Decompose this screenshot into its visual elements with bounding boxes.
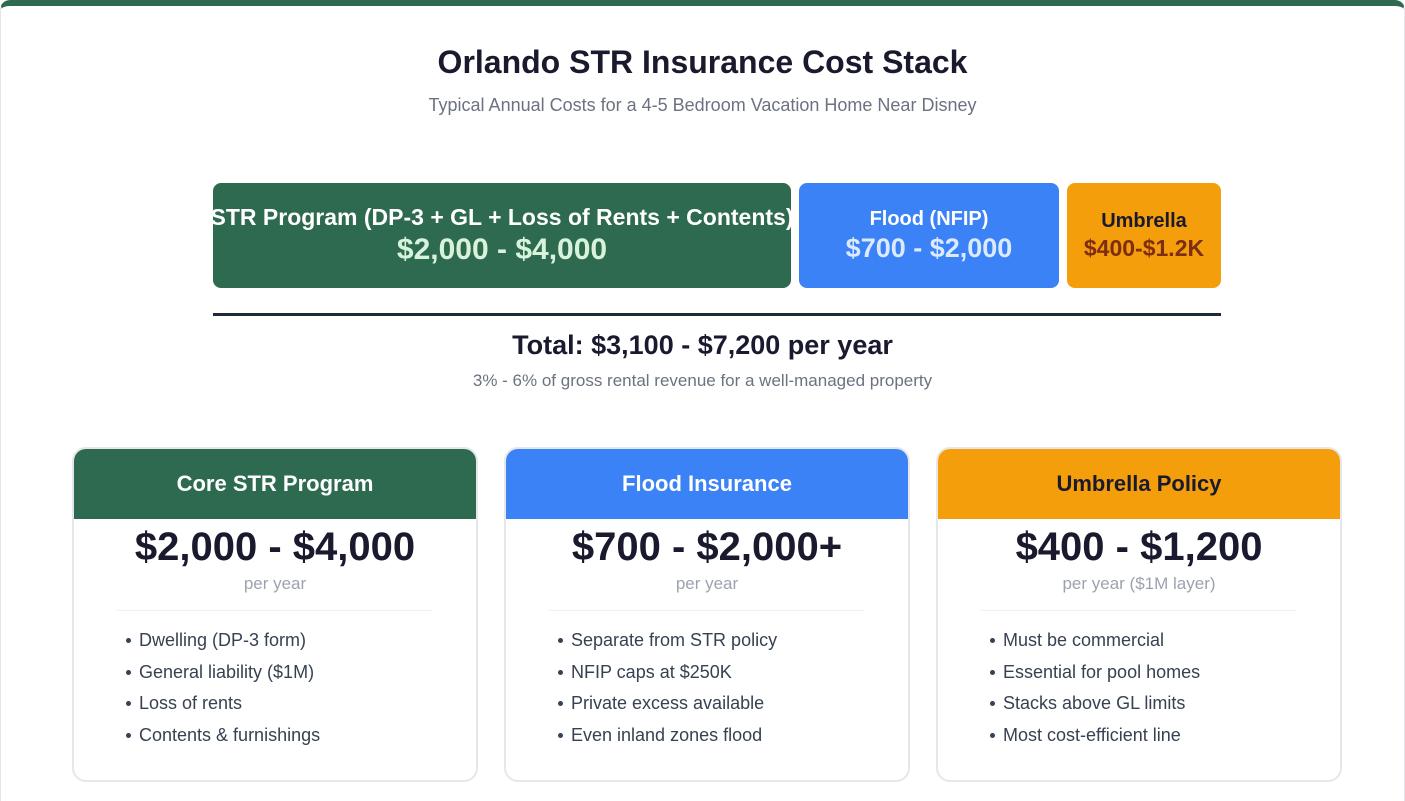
stack-segment: Flood (NFIP) $700 - $2,000 <box>799 183 1059 288</box>
card-title: Flood Insurance <box>506 449 908 519</box>
bullet-item: Most cost-efficient line <box>990 720 1340 752</box>
bullet-item: Stacks above GL limits <box>990 688 1340 720</box>
title: Orlando STR Insurance Cost Stack <box>437 44 968 80</box>
bullet-item: General liability ($1M) <box>126 657 476 689</box>
bullet-dot <box>990 732 995 738</box>
bullet-text: Stacks above GL limits <box>1003 693 1186 713</box>
bullet-dot <box>126 638 131 644</box>
bullet-dot <box>990 669 995 675</box>
subtitle: Typical Annual Costs for a 4-5 Bedroom V… <box>428 95 977 115</box>
bullet-item: NFIP caps at $250K <box>558 657 908 689</box>
card-period: per year <box>675 574 739 593</box>
bullet-text: Loss of rents <box>139 693 243 713</box>
card-title: Core STR Program <box>74 449 476 519</box>
card-divider <box>549 610 865 611</box>
segment-amount: $700 - $2,000 <box>845 232 1013 263</box>
segment-label: STR Program (DP-3 + GL + Loss of Rents +… <box>213 204 791 230</box>
cost-stack: STR Program (DP-3 + GL + Loss of Rents +… <box>213 183 1221 288</box>
card: Umbrella Policy $400 - $1,200 per year ($1… <box>936 447 1342 782</box>
bullet-text: Even inland zones flood <box>571 724 763 745</box>
bullet-text: NFIP caps at $250K <box>571 661 732 682</box>
bullet-text: Contents & furnishings <box>139 724 321 745</box>
total-note: 3% - 6% of gross rental revenue for a we… <box>472 371 933 390</box>
bullet-text: General liability ($1M) <box>139 661 315 682</box>
card-price: $2,000 - $4,000 <box>134 525 416 569</box>
segment-amount: $2,000 - $4,000 <box>396 233 608 266</box>
card-divider <box>981 610 1297 611</box>
card-price: $700 - $2,000+ <box>571 525 843 569</box>
segment-amount: $400-$1.2K <box>1083 234 1205 261</box>
bullet-dot <box>558 732 563 738</box>
sum-rule <box>213 313 1221 316</box>
bullet-text: Essential for pool homes <box>1003 661 1201 682</box>
bullet-text: Separate from STR policy <box>571 630 778 650</box>
bullet-item: Separate from STR policy <box>558 625 908 657</box>
card-period: per year <box>243 574 307 593</box>
total: Total: $3,100 - $7,200 per year <box>512 330 893 360</box>
bullet-text: Most cost-efficient line <box>1003 724 1181 745</box>
bullet-dot <box>990 701 995 707</box>
card: Core STR Program $2,000 - $4,000 per year D… <box>72 447 478 782</box>
segment-label: Flood (NFIP) <box>869 207 989 230</box>
bullet-text: Private excess available <box>571 693 765 713</box>
bullet-item: Contents & furnishings <box>126 720 476 752</box>
bullet-text: Must be commercial <box>1003 630 1165 650</box>
bullet-item: Dwelling (DP-3 form) <box>126 625 476 657</box>
card-price: $400 - $1,200 <box>1015 525 1263 569</box>
bullet-dot <box>126 701 131 707</box>
bullet-item: Private excess available <box>558 688 908 720</box>
stack-segment: Umbrella $400-$1.2K <box>1067 183 1221 288</box>
card-period: per year ($1M layer) <box>1062 574 1216 593</box>
bullet-dot <box>126 732 131 738</box>
bullet-dot <box>558 638 563 644</box>
bullet-text: Dwelling (DP-3 form) <box>139 630 307 650</box>
bullet-dot <box>990 638 995 644</box>
card-title: Umbrella Policy <box>938 449 1340 519</box>
segment-label: Umbrella <box>1101 209 1187 232</box>
bullet-item: Must be commercial <box>990 625 1340 657</box>
bullet-item: Loss of rents <box>126 688 476 720</box>
bullet-dot <box>126 669 131 675</box>
bullet-item: Essential for pool homes <box>990 657 1340 689</box>
card: Flood Insurance $700 - $2,000+ per year Sep… <box>504 447 910 782</box>
bullet-list: Dwelling (DP-3 form) General liability ($… <box>126 625 476 751</box>
card-divider <box>117 610 433 611</box>
bullet-list: Must be commercial Essential for pool hom… <box>990 625 1340 751</box>
bullet-list: Separate from STR policy NFIP caps at $25… <box>558 625 908 751</box>
bullet-dot <box>558 669 563 675</box>
bullet-item: Even inland zones flood <box>558 720 908 752</box>
stack-segment: STR Program (DP-3 + GL + Loss of Rents +… <box>213 183 791 288</box>
bullet-dot <box>558 701 563 707</box>
cards: Core STR Program $2,000 - $4,000 per year D… <box>72 447 1342 782</box>
